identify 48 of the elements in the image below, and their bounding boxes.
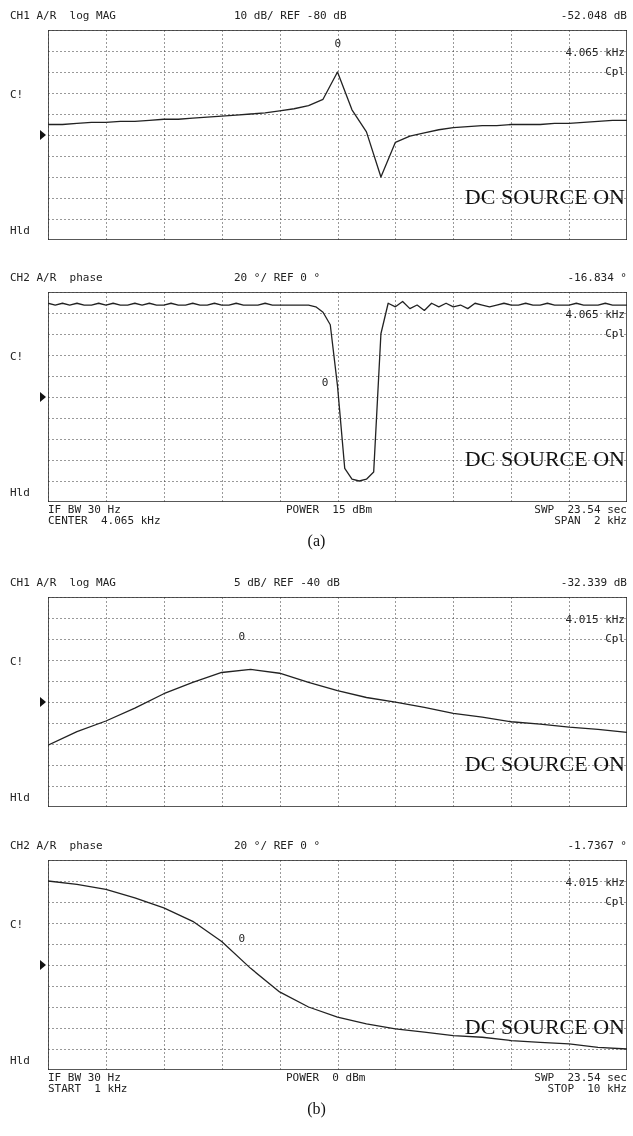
chart-title: CH1 A/R log MAG (10, 576, 116, 589)
annotation: Cpl (605, 326, 625, 340)
text: -32.339 dB (560, 576, 627, 589)
chart-subtitle: 5 dB/ REF -40 dB (234, 576, 340, 589)
text: Hld (10, 791, 30, 805)
chart-subtitle: 20 °/ REF 0 ° (234, 839, 321, 852)
text: STOP 10 kHz (547, 1082, 627, 1095)
text: C! (10, 654, 24, 668)
text: START 1 kHz (48, 1082, 128, 1095)
text: (a) (306, 532, 327, 550)
annotation: Cpl (605, 64, 625, 78)
text: POWER 0 dBm (286, 1071, 366, 1084)
text: -1.7367 ° (567, 839, 627, 852)
text: C! (10, 917, 24, 931)
annotation: DC SOURCE ON (464, 1014, 625, 1040)
text: (b) (306, 1100, 327, 1118)
annotation: DC SOURCE ON (464, 446, 625, 472)
text: 4.015 kHz (565, 612, 625, 626)
text: C! (10, 87, 24, 101)
text: SPAN 2 kHz (554, 514, 627, 527)
chart-title: CH2 A/R phase (10, 271, 103, 284)
text: 0 (238, 630, 245, 644)
chart-subtitle: 20 °/ REF 0 ° (234, 271, 321, 284)
text: DC SOURCE ON (464, 751, 625, 777)
annotation: Cpl (605, 894, 625, 908)
annotation: 4.015 kHz (565, 875, 625, 889)
text: 0 (334, 36, 342, 50)
text: POWER 15 dBm (286, 503, 373, 516)
annotation: 4.065 kHz (565, 307, 625, 321)
text: IF BW 30 Hz (48, 503, 121, 516)
text: 4.065 kHz (565, 45, 625, 59)
text: Hld (10, 1054, 30, 1068)
text: SWP 23.54 sec (534, 1071, 627, 1084)
annotation: 0 (238, 932, 245, 946)
text: IF BW 30 Hz (48, 1071, 121, 1084)
chart-subtitle: 10 dB/ REF -80 dB (234, 9, 347, 22)
text: -52.048 dB (560, 9, 627, 22)
text: Hld (10, 224, 30, 238)
chart-title: CH2 A/R phase (10, 839, 103, 852)
text: DC SOURCE ON (464, 184, 625, 210)
text: SWP 23.54 sec (534, 503, 627, 516)
chart-title: CH1 A/R log MAG (10, 9, 116, 22)
annotation: 0 (321, 375, 329, 389)
text: -16.834 ° (567, 271, 627, 284)
text: Cpl (605, 631, 625, 645)
text: CENTER 4.065 kHz (48, 514, 161, 527)
text: C! (10, 349, 24, 363)
text: Hld (10, 486, 30, 500)
